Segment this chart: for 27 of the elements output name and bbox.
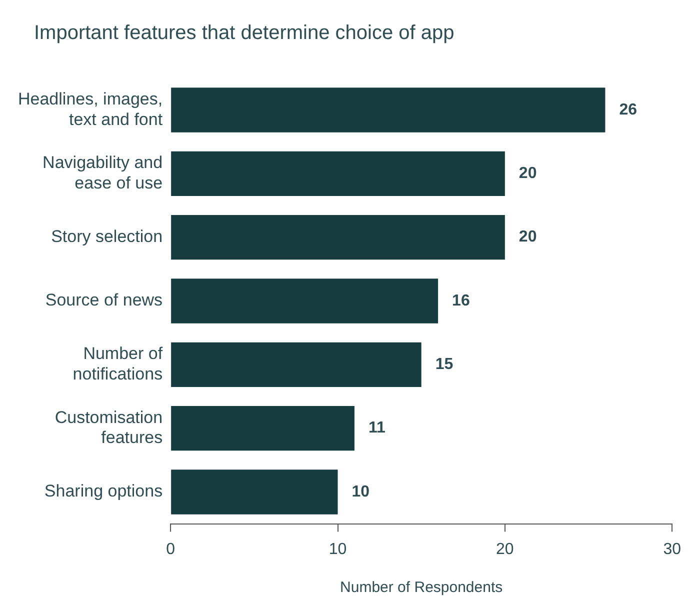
- x-axis-title: Number of Respondents: [340, 579, 503, 596]
- y-tick-label: Navigability and ease of use: [42, 153, 163, 193]
- y-tick-label: Customisation features: [54, 408, 163, 448]
- x-tick-label: 0: [166, 540, 176, 558]
- data-label: 15: [435, 356, 454, 374]
- x-tick-label: 30: [663, 540, 682, 558]
- bar: [171, 406, 354, 451]
- data-label: 20: [518, 165, 537, 182]
- data-label: 11: [368, 420, 386, 437]
- y-tick-label: Source of news: [45, 290, 163, 310]
- x-tick-label: 10: [328, 540, 347, 558]
- x-tick-label: 20: [496, 540, 514, 558]
- bar: [171, 88, 606, 132]
- data-label: 10: [352, 483, 370, 500]
- bar: [171, 151, 505, 196]
- y-tick-label: Headlines, images, text and font: [18, 90, 163, 129]
- bar: [171, 215, 505, 260]
- y-tick-label: Number of notifications: [72, 344, 163, 384]
- bar: [171, 278, 438, 324]
- data-label: 16: [452, 292, 470, 310]
- chart-title: Important features that determine choice of app: [34, 22, 454, 45]
- bar: [171, 342, 422, 387]
- data-label: 20: [518, 228, 537, 246]
- data-label: 26: [619, 101, 638, 118]
- y-tick-label: Sharing options: [44, 482, 163, 501]
- bar: [171, 470, 338, 514]
- y-tick-label: Story selection: [51, 227, 163, 246]
